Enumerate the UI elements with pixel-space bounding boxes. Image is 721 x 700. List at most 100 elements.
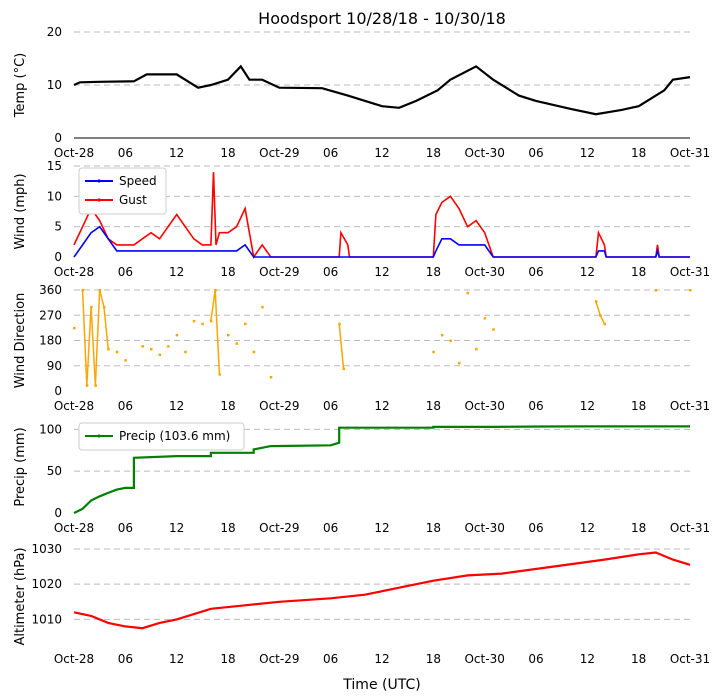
x-tick-label: 18 [220, 265, 235, 279]
x-tick-label: 12 [169, 146, 184, 160]
legend-label: Gust [119, 193, 147, 207]
data-point-direction [73, 326, 76, 330]
x-tick-label: 06 [118, 146, 133, 160]
x-tick-label: 06 [118, 265, 133, 279]
x-tick-label: 12 [374, 521, 389, 535]
y-tick-label: 10 [47, 189, 62, 203]
legend-marker [97, 198, 101, 202]
y-tick-label: 20 [47, 25, 62, 39]
data-point-direction [440, 333, 444, 337]
panel-temp: 0 10 20 Oct-28 06 12 18 Oct-29 06 12 18 Oct-30 06 12 1… [13, 25, 710, 160]
x-tick-label: Oct-30 [464, 399, 504, 413]
x-tick-label: 12 [169, 265, 184, 279]
x-tick-label: 06 [528, 652, 543, 666]
data-point-direction [235, 342, 239, 345]
y-tick-label: 0 [54, 384, 62, 398]
legend-box [78, 422, 245, 451]
series-segment-direction [94, 289, 101, 386]
x-tick-label: 18 [426, 265, 441, 279]
y-tick-label: 10 [47, 78, 62, 92]
x-tick-label: 12 [374, 265, 389, 279]
chart-title: Hoodsport 10/28/18 - 10/30/18 [258, 9, 506, 28]
x-tick-label: 12 [169, 652, 184, 666]
x-tick-label: 18 [426, 521, 441, 535]
series-line-altimeter [73, 551, 691, 630]
x-tick-label: 06 [323, 146, 338, 160]
data-point-direction [158, 353, 162, 357]
data-point-direction [269, 375, 273, 379]
y-axis-label-dir: Wind Direction [13, 293, 28, 389]
x-tick-label: Oct-31 [670, 146, 710, 160]
y-tick-label: 90 [47, 359, 62, 373]
series-segment-direction [599, 314, 606, 325]
x-tick-label: Oct-31 [670, 652, 710, 666]
legend-marker [97, 179, 101, 183]
data-point-direction [124, 359, 127, 362]
series-segment-direction [86, 306, 92, 386]
panel-wind: 0 5 10 15 Oct-28 06 12 18 Oct-29 06 12 18 Oct-30 06 12… [13, 159, 710, 279]
x-tick-label: 18 [631, 521, 646, 535]
x-tick-label: 06 [118, 521, 133, 535]
x-tick-label: Oct-30 [464, 652, 504, 666]
data-point-direction [603, 322, 606, 326]
data-point-direction [175, 333, 179, 337]
x-tick-label: Oct-28 [54, 265, 94, 279]
data-point-direction [141, 345, 144, 348]
data-point-direction [192, 319, 196, 323]
x-tick-label: 18 [220, 146, 235, 160]
x-tick-label: Oct-28 [54, 652, 94, 666]
x-tick-label: 12 [580, 521, 595, 535]
x-tick-label: 12 [169, 399, 184, 413]
x-tick-label: Oct-29 [259, 652, 299, 666]
data-point-direction [458, 361, 461, 365]
series-segment-direction [90, 306, 97, 386]
data-point-direction [466, 291, 470, 295]
series-segment-direction [210, 289, 216, 321]
series-segment-direction [103, 306, 109, 349]
x-tick-label: 18 [631, 399, 646, 413]
x-tick-label: 18 [220, 652, 235, 666]
y-axis-label-alt: Altimeter (hPa) [13, 547, 28, 645]
x-tick-label: Oct-29 [259, 399, 299, 413]
y-tick-label: 50 [47, 464, 62, 478]
x-tick-label: Oct-31 [670, 521, 710, 535]
data-point-direction [184, 350, 187, 354]
x-tick-label: 18 [426, 652, 441, 666]
legend-label: Speed [119, 174, 157, 188]
panel-dir: 0 90 180 270 360 Oct-28 06 12 18 Oct-29 06 12 18 Oct-… [13, 283, 710, 413]
x-tick-label: Oct-30 [464, 521, 504, 535]
x-tick-label: 18 [426, 399, 441, 413]
y-tick-label: 15 [47, 159, 62, 173]
x-tick-label: 06 [528, 265, 543, 279]
legend-box [78, 167, 167, 215]
x-tick-label: Oct-29 [259, 265, 299, 279]
series-segment-direction [338, 323, 345, 369]
x-tick-label: Oct-30 [464, 265, 504, 279]
x-tick-label: 06 [528, 521, 543, 535]
y-tick-label: 180 [39, 334, 62, 348]
data-point-direction [167, 345, 170, 348]
x-tick-label: Oct-29 [259, 521, 299, 535]
x-tick-label: 06 [323, 399, 338, 413]
data-point-direction [483, 317, 487, 320]
x-tick-label: 12 [580, 265, 595, 279]
y-tick-label: 0 [54, 131, 62, 145]
y-axis-label-temp: Temp (°C) [13, 53, 28, 119]
y-tick-label: 100 [39, 422, 62, 436]
data-point-direction [449, 339, 452, 342]
y-tick-label: 1020 [31, 577, 62, 591]
x-tick-label: 18 [220, 521, 235, 535]
x-tick-label: 12 [374, 399, 389, 413]
x-tick-label: 12 [580, 399, 595, 413]
x-tick-label: 12 [374, 146, 389, 160]
x-tick-label: 12 [374, 652, 389, 666]
x-tick-label: 12 [169, 521, 184, 535]
data-point-direction [261, 305, 264, 309]
x-tick-label: 06 [528, 399, 543, 413]
x-tick-label: Oct-28 [54, 521, 94, 535]
panel-alt: 1010 1020 1030 Oct-28 06 12 18 Oct-29 06 12 18 Oct-… [13, 542, 710, 666]
x-tick-label: Oct-31 [670, 399, 710, 413]
x-tick-label: 18 [631, 265, 646, 279]
